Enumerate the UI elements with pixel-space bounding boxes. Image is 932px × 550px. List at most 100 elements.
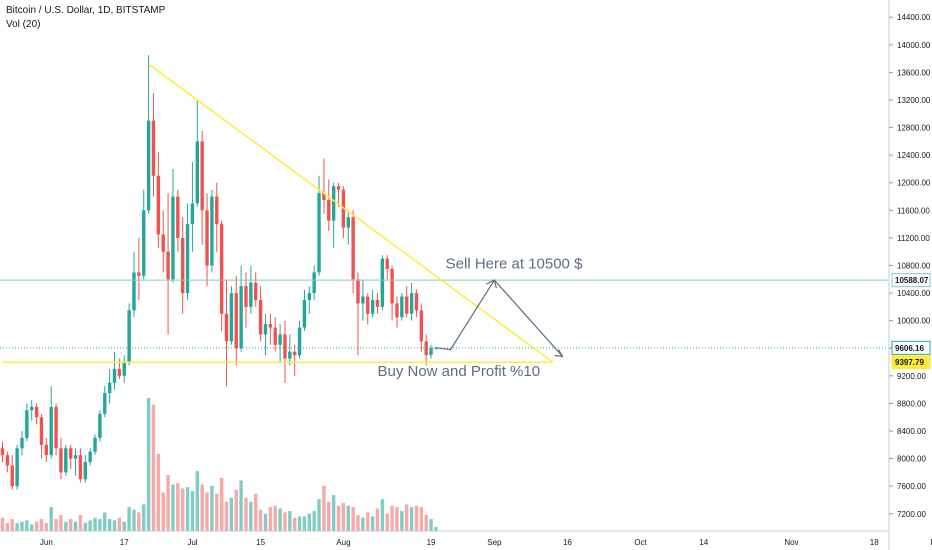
volume-bar: [78, 515, 83, 531]
candle-body: [390, 268, 394, 304]
legend: Bitcoin / U.S. Dollar, 1D, BITSTAMP Vol …: [6, 4, 165, 32]
y-tick-label: 8800.00: [897, 399, 926, 408]
volume-bar: [429, 519, 433, 531]
y-tick-label: 13200.00: [897, 96, 931, 105]
volume-bar: [414, 505, 419, 531]
volume-bar: [258, 509, 263, 531]
candle-body: [64, 448, 68, 473]
candle-body: [327, 199, 331, 221]
candle-body: [34, 406, 39, 418]
volume-bar: [322, 485, 326, 531]
y-tick-label: 11600.00: [897, 206, 930, 215]
sell-annotation: Sell Here at 10500 $: [446, 255, 583, 272]
price-label-text: 10588.07: [895, 276, 929, 285]
volume-indicator-label[interactable]: Vol (20): [6, 19, 41, 30]
candle-body: [229, 293, 234, 342]
candle-body: [25, 410, 29, 438]
candle-body: [370, 299, 375, 314]
volume-bar: [161, 492, 165, 531]
candle-body: [239, 286, 243, 349]
volume-bar: [98, 519, 102, 531]
candle-body: [273, 327, 277, 345]
candle-body: [59, 448, 63, 473]
candle-body: [336, 186, 341, 190]
x-tick-label: 16: [563, 538, 572, 547]
candle-body: [244, 286, 248, 307]
candles: [0, 55, 438, 490]
volume-bar: [395, 507, 399, 531]
candle-body: [156, 175, 161, 235]
volume-bar: [39, 519, 44, 531]
y-tick-label: 12000.00: [897, 179, 931, 188]
candle-body: [288, 351, 292, 359]
volume-bar: [200, 484, 204, 531]
volume-bar: [176, 483, 180, 531]
projection-arrow: [435, 279, 564, 357]
candle-body: [366, 296, 370, 314]
volume-bar: [254, 493, 258, 531]
volume-bar: [156, 453, 161, 531]
volume-bar: [341, 503, 346, 531]
volume-bar: [288, 511, 292, 531]
y-tick-label: 10800.00: [897, 262, 931, 271]
x-tick-label: 17: [120, 538, 129, 547]
candle-body: [414, 293, 419, 311]
volume-bar: [10, 519, 14, 531]
candle-body: [395, 303, 399, 318]
candle-body: [429, 348, 433, 356]
x-tick-label: Nov: [784, 538, 798, 547]
candle-body: [107, 382, 112, 394]
volume-bar: [146, 398, 151, 531]
candle-body: [44, 444, 49, 456]
candle-body: [375, 299, 380, 307]
candle-body: [224, 313, 229, 342]
candle-body: [166, 251, 170, 280]
volume-bar: [283, 512, 287, 531]
candle-body: [112, 368, 117, 383]
y-tick-label: 7200.00: [897, 510, 926, 519]
candle-body: [132, 272, 136, 311]
symbol-title[interactable]: Bitcoin / U.S. Dollar, 1D, BITSTAMP: [6, 5, 166, 16]
arrow-head-up: [486, 279, 497, 289]
volume-bar: [302, 516, 307, 531]
volume-bar: [180, 488, 185, 531]
candle-body: [171, 196, 175, 280]
candle-body: [39, 417, 44, 445]
y-tick-label: 14400.00: [897, 13, 931, 22]
volume-bar: [263, 513, 268, 531]
candle-body: [283, 334, 287, 359]
volume-bar: [127, 507, 131, 531]
y-tick-label: 12400.00: [897, 151, 931, 160]
volume-bar: [54, 519, 58, 531]
candle-body: [312, 272, 316, 294]
price-label-text: 9606.16: [895, 344, 924, 353]
volume-bar: [385, 513, 389, 531]
y-tick-label: 14000.00: [897, 41, 931, 50]
volume-bar: [366, 512, 370, 531]
candle-body: [331, 186, 336, 221]
volume-bar: [49, 507, 53, 531]
time-axis[interactable]: Jun 17 Jul 15 Aug 19 Sep 16 Oct 14 Nov 18 Dec: [0, 530, 932, 547]
volume-bar: [370, 516, 375, 531]
price-axis[interactable]: 14400.00 14000.00 13600.00 13200.00 12800.00…: [888, 0, 931, 550]
candle-body: [409, 293, 414, 314]
volume-bar: [273, 505, 277, 531]
volume-bar: [132, 509, 136, 531]
volume-bar: [293, 517, 297, 531]
candle-body: [205, 210, 209, 266]
candle-body: [142, 210, 146, 276]
volume-bar: [15, 523, 19, 531]
volume-bar: [361, 517, 365, 531]
candle-body: [234, 293, 238, 349]
volume-bar: [249, 501, 253, 531]
volume-bar: [307, 513, 312, 531]
candle-body: [54, 406, 58, 449]
drawings: [0, 63, 888, 363]
candle-body: [263, 324, 268, 335]
candle-body: [151, 120, 156, 176]
x-tick-label: Sep: [487, 538, 502, 547]
price-label-badge: [891, 273, 931, 288]
volume-bar: [68, 519, 73, 531]
volume-bar: [356, 515, 360, 531]
